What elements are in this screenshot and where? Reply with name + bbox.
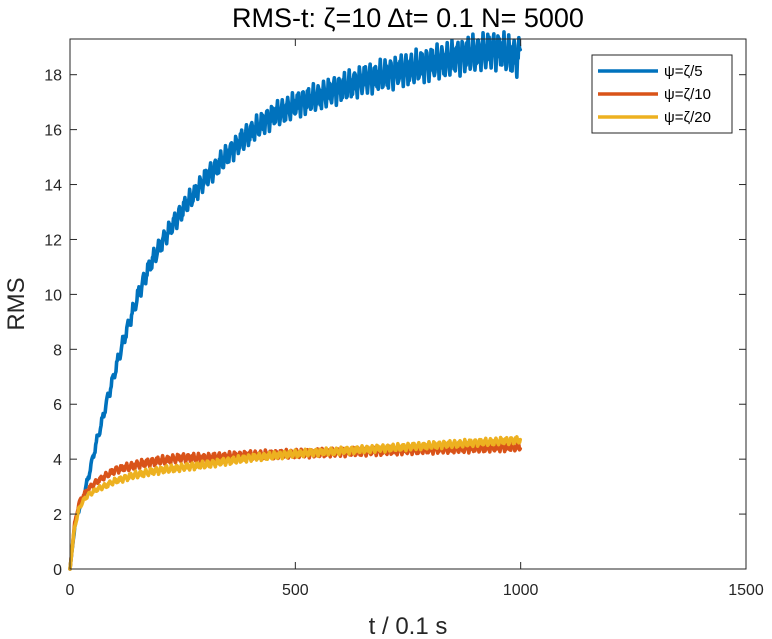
x-tick-label: 1000 xyxy=(503,582,539,599)
ticks-layer: 0 500 1000 1500 0 2 4 6 8 10 12 14 16 18 xyxy=(44,39,764,599)
y-tick-label: 12 xyxy=(44,232,62,249)
x-tick-label: 0 xyxy=(66,582,75,599)
series-layer xyxy=(68,30,523,571)
chart-title: RMS-t: ζ=10 Δt= 0.1 N= 5000 xyxy=(232,3,584,33)
legend-label-2: ψ=ζ/10 xyxy=(664,86,711,103)
plot-frame xyxy=(69,38,747,570)
y-tick-label: 4 xyxy=(53,452,62,469)
legend-label-1: ψ=ζ/5 xyxy=(664,63,703,80)
y-tick-label: 8 xyxy=(53,342,62,359)
x-axis-label: t / 0.1 s xyxy=(369,613,448,639)
y-axis-label: RMS xyxy=(3,277,30,330)
series-line-1 xyxy=(68,30,523,571)
y-tick-label: 18 xyxy=(44,68,62,85)
legend: ψ=ζ/5 ψ=ζ/10 ψ=ζ/20 xyxy=(591,54,733,134)
series-line-3 xyxy=(68,435,523,571)
y-tick-label: 2 xyxy=(53,507,62,524)
x-tick-label: 500 xyxy=(282,582,309,599)
legend-label-3: ψ=ζ/20 xyxy=(664,109,711,126)
y-tick-label: 16 xyxy=(44,123,62,140)
y-tick-label: 10 xyxy=(44,287,62,304)
y-tick-label: 6 xyxy=(53,397,62,414)
y-tick-label: 0 xyxy=(53,562,62,579)
x-tick-label: 1500 xyxy=(728,582,764,599)
y-tick-label: 14 xyxy=(44,178,62,195)
